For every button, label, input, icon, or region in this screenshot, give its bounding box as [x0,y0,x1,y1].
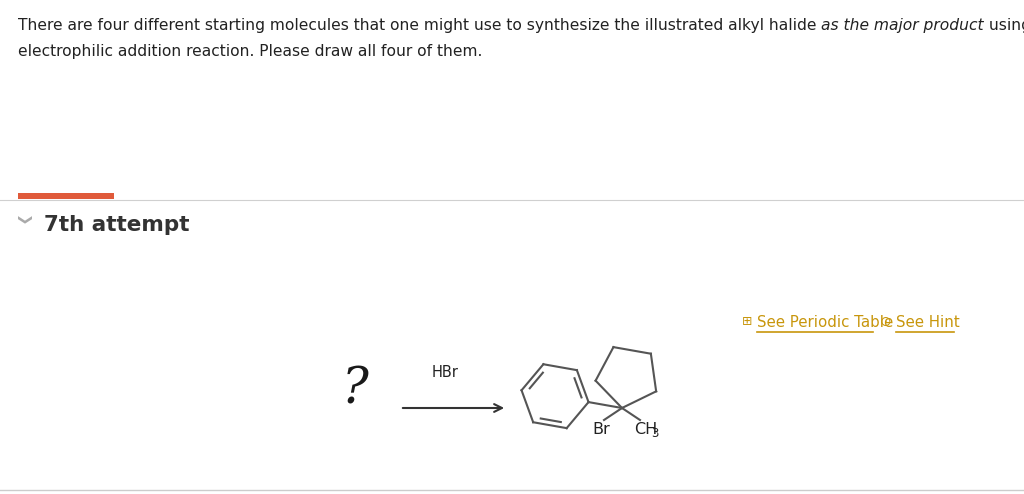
Text: HBr: HBr [431,365,459,380]
Text: 3: 3 [651,427,658,440]
Text: using an: using an [984,18,1024,33]
Text: ?: ? [342,365,369,415]
Text: There are four different starting molecules that one might use to synthesize the: There are four different starting molecu… [18,18,821,33]
Text: ⊙: ⊙ [880,315,892,329]
Text: ⊞: ⊞ [742,315,753,328]
Text: as the major product: as the major product [821,18,984,33]
Text: 7th attempt: 7th attempt [44,215,189,235]
Bar [18,193,114,199]
Text: electrophilic addition reaction. Please draw all four of them.: electrophilic addition reaction. Please … [18,44,482,59]
Text: Br: Br [592,422,609,437]
Text: See Periodic Table: See Periodic Table [757,315,893,330]
Text: See Hint: See Hint [896,315,959,330]
Text: ❯: ❯ [15,215,29,227]
Text: CH: CH [634,422,657,437]
